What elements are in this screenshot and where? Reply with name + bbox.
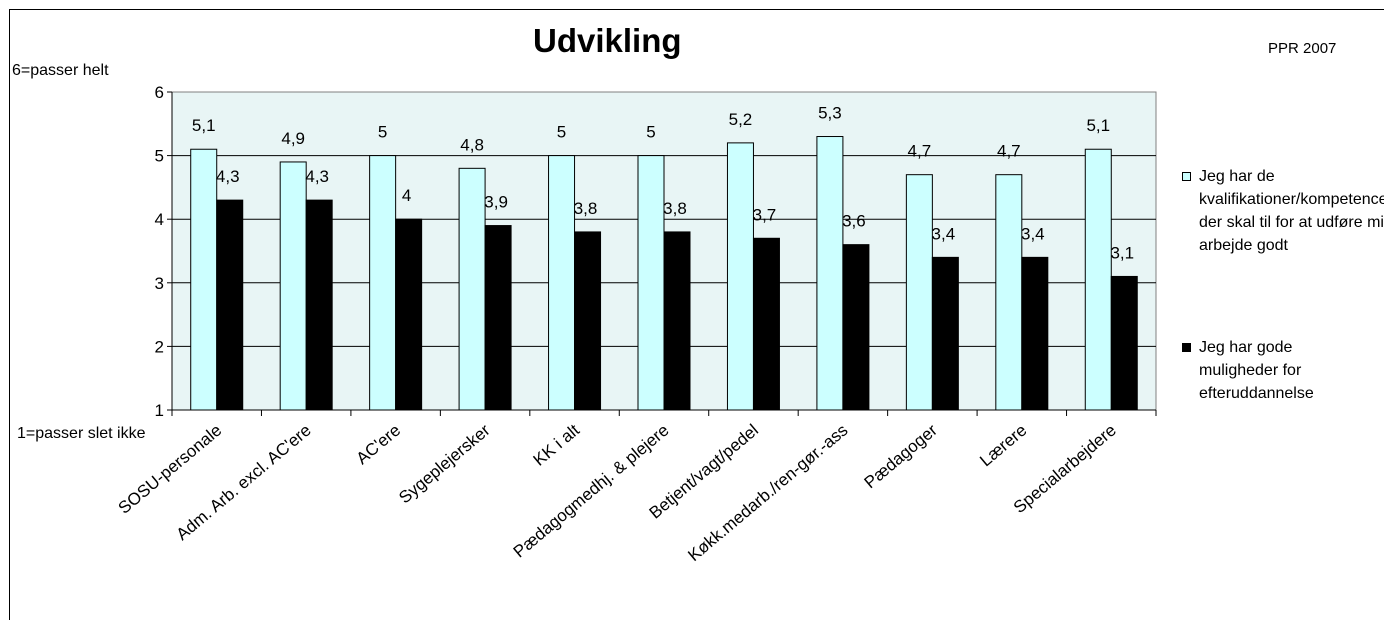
bar-further-education <box>1021 256 1049 411</box>
chart-frame <box>9 9 1384 620</box>
bar-qualifications <box>816 136 844 411</box>
data-label: 3,9 <box>484 193 508 212</box>
data-label: 4,9 <box>281 129 305 148</box>
data-label: 4,3 <box>305 167 329 186</box>
bar-further-education <box>752 237 780 411</box>
corner-label: PPR 2007 <box>1268 40 1337 57</box>
data-label: 5,3 <box>818 104 842 123</box>
legend-label-qualifications: Jeg har de kvalifikationer/kompetencer, … <box>1199 168 1384 254</box>
data-label: 3,8 <box>663 199 687 218</box>
legend-swatch-further-education <box>1182 343 1191 352</box>
bar-qualifications <box>995 174 1023 411</box>
data-label: 3,4 <box>1021 224 1045 243</box>
x-tick-label: Pædagoger <box>861 420 942 492</box>
legend-swatch-qualifications <box>1182 172 1191 181</box>
bar-qualifications <box>458 167 486 411</box>
data-label: 4,3 <box>216 167 240 186</box>
bar-further-education <box>842 244 870 411</box>
y-tick-label: 4 <box>155 210 164 229</box>
y-top-label: 6=passer helt <box>12 62 109 79</box>
bar-qualifications <box>369 155 397 411</box>
x-tick-label: Køkk.medarb./ren-gør.-ass <box>684 421 851 566</box>
bar-qualifications <box>637 155 665 411</box>
data-label: 3,6 <box>842 212 866 231</box>
data-label: 3,8 <box>574 199 598 218</box>
x-tick-label: AC'ere <box>353 421 405 469</box>
bar-qualifications <box>190 148 218 411</box>
legend-label-further-education: Jeg har gode muligheder for efteruddanne… <box>1199 339 1314 402</box>
data-label: 5,2 <box>729 110 753 129</box>
x-tick-label: Pædagogmedhj. & plejere <box>510 421 673 562</box>
data-label: 5,1 <box>192 116 216 135</box>
data-label: 3,7 <box>753 205 777 224</box>
bar-further-education <box>931 256 959 411</box>
data-label: 4,8 <box>460 135 484 154</box>
bar-further-education <box>305 199 333 411</box>
bar-qualifications <box>548 155 576 411</box>
data-label: 4,7 <box>997 142 1021 161</box>
x-tick-label: Sygeplejersker <box>395 420 494 507</box>
bar-qualifications <box>726 142 754 411</box>
y-tick-label: 3 <box>155 274 164 293</box>
bar-qualifications <box>279 161 307 411</box>
bar-further-education <box>574 231 602 411</box>
data-label: 5 <box>557 123 566 142</box>
x-tick-label: Lærere <box>976 421 1030 471</box>
data-label: 5 <box>646 123 655 142</box>
bar-further-education <box>663 231 691 411</box>
data-label: 4,7 <box>908 142 932 161</box>
y-tick-label: 6 <box>155 83 164 102</box>
bar-qualifications <box>905 174 933 411</box>
y-tick-label: 1 <box>155 401 164 420</box>
data-label: 3,1 <box>1110 243 1134 262</box>
bar-further-education <box>395 218 423 411</box>
y-tick-label: 2 <box>155 337 164 356</box>
x-tick-label: KK i alt <box>530 420 584 469</box>
bar-further-education <box>1110 275 1138 411</box>
data-label: 3,4 <box>932 224 956 243</box>
bar-further-education <box>484 225 512 411</box>
data-label: 4 <box>402 186 411 205</box>
y-bottom-label: 1=passer slet ikke <box>17 425 146 442</box>
chart-title: Udvikling <box>533 22 682 59</box>
data-label: 5,1 <box>1086 116 1110 135</box>
bar-further-education <box>216 199 244 411</box>
y-tick-label: 5 <box>155 147 164 166</box>
bar-qualifications <box>1084 148 1112 411</box>
data-label: 5 <box>378 123 387 142</box>
